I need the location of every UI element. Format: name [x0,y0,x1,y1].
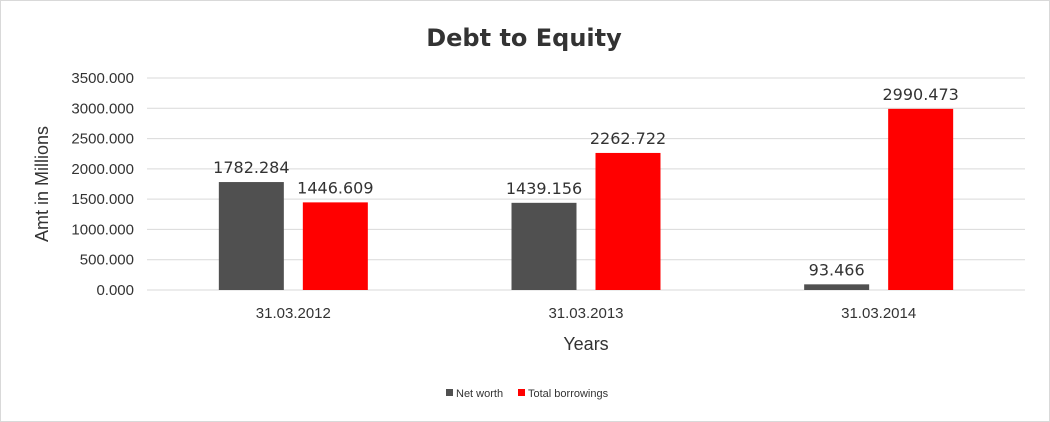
bar-net-worth [218,182,284,290]
legend: Net worth Total borrowings [446,388,609,400]
x-axis-title: Years [563,334,608,354]
data-label: 1439.156 [506,179,582,198]
y-tick-label: 0.000 [96,282,134,299]
y-axis-ticks: 0.000 500.000 1000.000 1500.000 2000.000 2500… [71,70,134,299]
x-tick-label: 31.03.2014 [841,305,916,322]
y-tick-label: 3500.000 [71,70,134,87]
bar-total-borrowings [302,202,368,290]
data-label: 1446.609 [297,178,373,197]
legend-label: Net worth [456,388,503,400]
data-label: 2990.473 [882,85,958,104]
data-label: 93.466 [809,260,865,279]
y-tick-label: 3000.000 [71,100,134,117]
bar-net-worth [804,284,870,290]
bar-total-borrowings [595,152,661,290]
chart-title: Debt to Equity [426,24,622,52]
bar-total-borrowings [888,108,954,290]
y-tick-label: 1000.000 [71,221,134,238]
bars [218,108,954,290]
y-tick-label: 2000.000 [71,161,134,178]
x-tick-label: 31.03.2013 [548,305,623,322]
bar-net-worth [511,202,577,290]
legend-swatch [446,389,453,396]
y-tick-label: 500.000 [80,252,134,269]
y-tick-label: 2500.000 [71,131,134,148]
x-axis-ticks: 31.03.2012 31.03.2013 31.03.2014 [256,305,916,322]
data-label: 2262.722 [590,129,666,148]
data-label: 1782.284 [213,158,289,177]
y-axis-title: Amt in Millions [32,126,52,242]
legend-swatch [518,389,525,396]
legend-label: Total borrowings [528,388,609,400]
data-labels: 1782.284 1446.609 1439.156 2262.722 93.466 29… [213,85,959,279]
x-tick-label: 31.03.2012 [256,305,331,322]
gridlines [147,77,1025,291]
y-tick-label: 1500.000 [71,191,134,208]
